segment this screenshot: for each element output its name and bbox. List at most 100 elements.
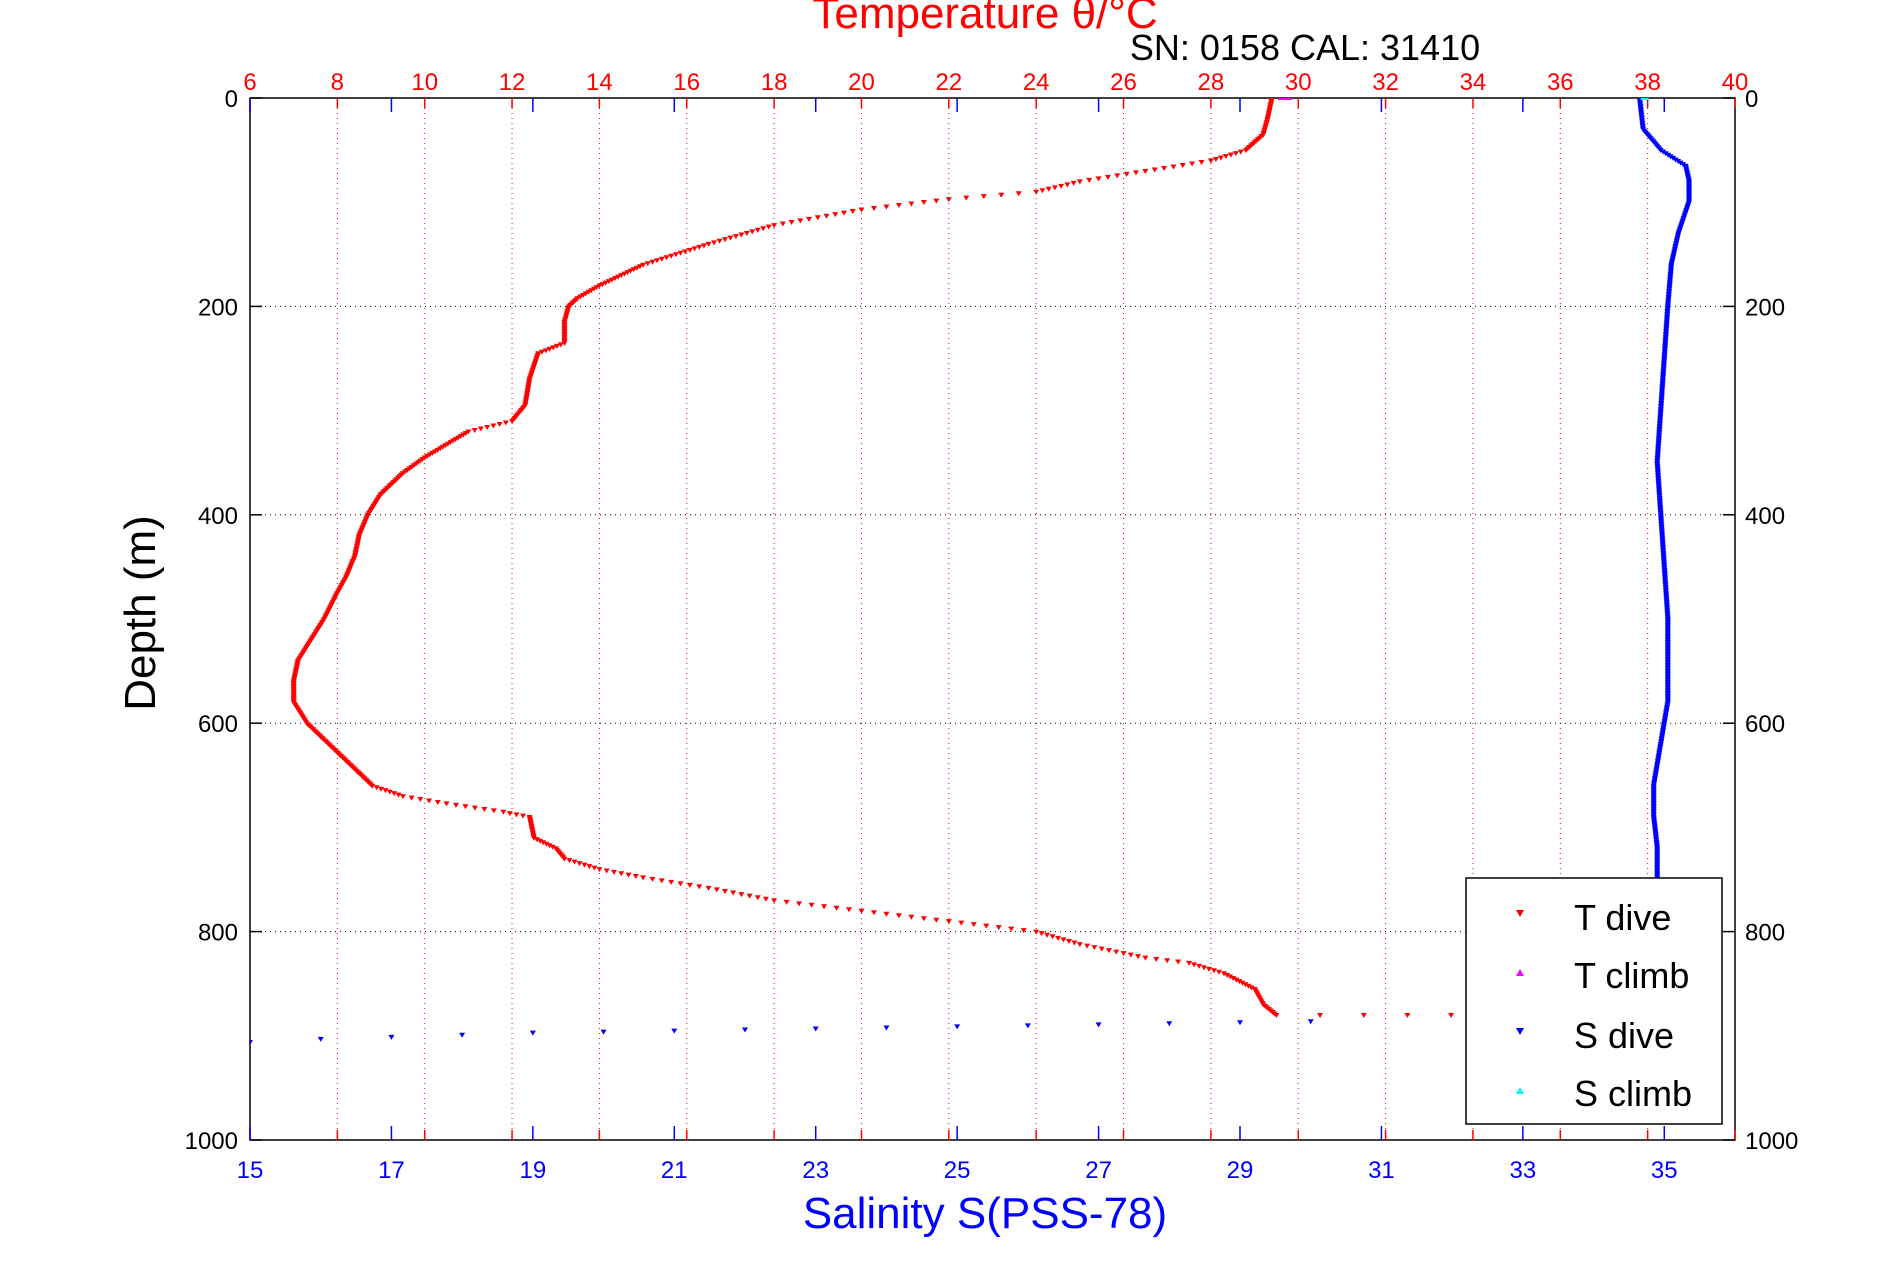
t-dive-point: [549, 844, 556, 850]
t-dive-point: [1038, 931, 1045, 937]
t-dive-point: [1114, 173, 1121, 179]
depth-tick-label-right: 800: [1745, 920, 1785, 947]
salinity-tick-label: 23: [802, 1157, 829, 1184]
t-dive-point: [738, 892, 745, 898]
legend-label-s-dive: S dive: [1574, 1015, 1674, 1056]
s-dive-point: [1672, 157, 1679, 163]
t-dive-point: [1230, 975, 1237, 981]
t-dive-point: [749, 229, 756, 235]
legend-marker-t-climb: [1516, 969, 1524, 976]
t-dive-point: [1020, 928, 1027, 934]
t-dive-point: [895, 913, 902, 919]
salinity-axis-ticks: 15 17 19 21 23 25 27 29 31 33 35: [237, 98, 1678, 1184]
temperature-tick-label: 8: [331, 69, 344, 96]
salinity-tick-label: 21: [661, 1157, 688, 1184]
t-dive-point: [447, 440, 454, 446]
t-dive-point: [832, 212, 839, 218]
t-dive-point: [615, 274, 622, 280]
t-dive-point: [649, 876, 656, 882]
t-dive-point: [424, 453, 431, 459]
t-dive-point: [1242, 982, 1249, 988]
temperature-tick-label: 10: [411, 69, 438, 96]
t-dive-point: [550, 345, 557, 351]
t-dive-point: [668, 253, 675, 259]
t-dive-point: [1098, 946, 1105, 952]
t-dive-point: [585, 289, 592, 295]
t-dive-point: [462, 804, 469, 810]
t-dive-point: [711, 240, 718, 246]
t-dive-point: [1039, 188, 1046, 194]
t-dive-point: [530, 835, 537, 841]
t-dive-point: [481, 806, 488, 812]
t-dive-point: [553, 343, 560, 349]
t-dive-point: [814, 215, 821, 221]
t-dive-point: [453, 802, 460, 808]
t-dive-point: [557, 342, 564, 348]
t-dive-point: [1105, 948, 1112, 954]
t-dive-point: [1064, 182, 1071, 188]
depth-tick-label-left: 600: [198, 711, 238, 738]
t-dive-point: [431, 449, 438, 455]
t-dive-point: [484, 424, 491, 430]
temperature-tick-label: 38: [1634, 69, 1661, 96]
t-dive-point: [1215, 969, 1222, 975]
s-dive-point: [1670, 155, 1677, 161]
s-trail-point: [1024, 1023, 1031, 1029]
t-dive-point: [395, 792, 402, 798]
t-climb-point: [1282, 98, 1289, 100]
t-dive-point: [1242, 148, 1249, 154]
t-dive-point: [1065, 938, 1072, 944]
t-dive-point: [608, 277, 615, 283]
t-dive-point: [449, 438, 456, 444]
t-dive-point: [610, 869, 617, 875]
t-dive-point: [743, 230, 750, 236]
t-dive-point: [408, 795, 415, 801]
legend-entry-s-climb: S climb: [1516, 1073, 1692, 1114]
t-dive-point: [1248, 985, 1255, 991]
t-dive-point: [677, 250, 684, 256]
t-dive-point: [1232, 151, 1239, 157]
depth-tick-label-left: 200: [198, 294, 238, 321]
s-dive-point: [1675, 159, 1682, 165]
t-dive-point: [1071, 940, 1078, 946]
t-dive-point: [727, 235, 734, 241]
t-dive-point: [754, 895, 761, 901]
t-dive-point: [672, 252, 679, 258]
depth-tick-label-right: 400: [1745, 503, 1785, 530]
t-dive-point: [561, 340, 568, 346]
t-dive-point: [958, 920, 965, 926]
legend: T dive T climb S dive S climb: [1465, 877, 1723, 1125]
t-dive-point: [771, 223, 778, 229]
t-dive-point: [577, 294, 584, 300]
t-dive-point: [649, 259, 656, 265]
s-trail-point: [317, 1036, 324, 1042]
t-dive-point: [783, 899, 790, 905]
t-dive-point: [434, 799, 441, 805]
t-dive-point: [1104, 174, 1111, 180]
t-dive-point: [963, 195, 970, 201]
t-dive-point: [602, 280, 609, 286]
t-dive-point: [716, 238, 723, 244]
s-trail-point: [250, 1040, 253, 1046]
t-dive-point: [640, 262, 647, 268]
t-dive-point: [1175, 959, 1182, 965]
t-dive-point: [546, 346, 553, 352]
t-dive-point: [471, 427, 478, 433]
t-dive-point: [788, 219, 795, 225]
legend-entry-s-dive: S dive: [1516, 1015, 1674, 1056]
t-dive-point: [593, 285, 600, 291]
s-dive-point: [1680, 162, 1687, 168]
t-dive-point: [439, 444, 446, 450]
t-dive-point: [1196, 963, 1203, 969]
salinity-tick-label: 25: [944, 1157, 971, 1184]
t-dive-point: [1084, 943, 1091, 949]
s-trail-point: [529, 1030, 536, 1036]
t-dive-point: [1120, 951, 1127, 957]
t-dive-point: [502, 420, 509, 426]
t-dive-point: [465, 429, 472, 435]
t-trail-point: [1404, 1012, 1411, 1018]
t-dive-point: [1142, 955, 1149, 961]
t-dive-point: [506, 811, 513, 817]
t-dive-point: [1227, 152, 1234, 158]
t-dive-point: [1191, 962, 1198, 968]
